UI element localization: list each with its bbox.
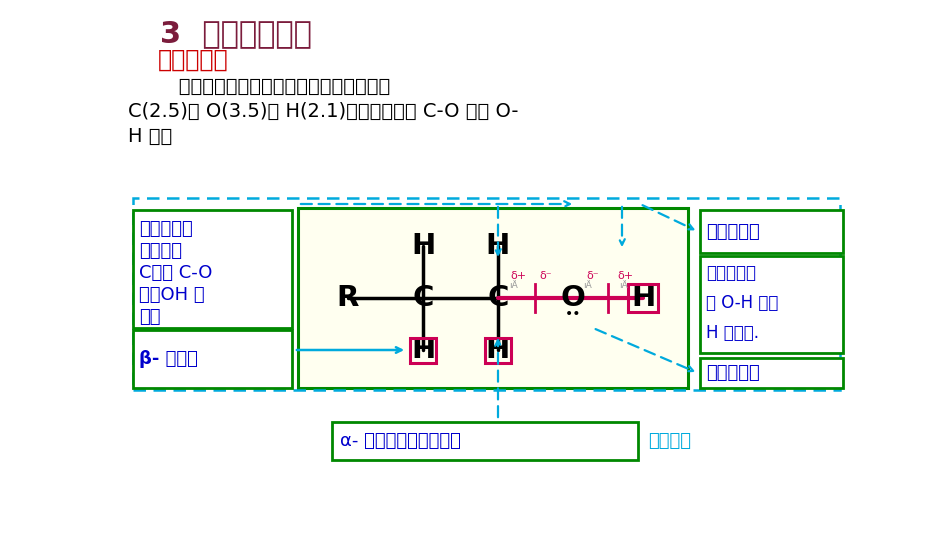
Bar <box>485 338 511 363</box>
Text: δ⁻: δ⁻ <box>587 271 599 281</box>
Text: 断 O-H 键，: 断 O-H 键， <box>706 294 778 312</box>
Text: ıÄ: ıÄ <box>508 280 518 289</box>
Bar <box>332 422 638 460</box>
Text: 取代: 取代 <box>139 308 161 326</box>
Text: 醇的官能团是羟基，各原子的电负性为：: 醇的官能团是羟基，各原子的电负性为： <box>160 77 390 96</box>
Text: δ+: δ+ <box>617 271 633 281</box>
Text: 作亲核试剂: 作亲核试剂 <box>706 364 760 382</box>
Text: H: H <box>485 232 510 260</box>
Text: β- 氢消除: β- 氢消除 <box>139 350 198 368</box>
Text: α- 氢原子被氧化或脱氢: α- 氢原子被氧化或脱氢 <box>340 432 461 450</box>
Text: O: O <box>560 284 585 312</box>
Text: H: H <box>485 336 510 364</box>
Text: δ⁻: δ⁻ <box>540 271 552 281</box>
Text: ••: •• <box>564 307 581 321</box>
Bar <box>700 210 843 253</box>
Text: H: H <box>410 232 435 260</box>
Bar <box>298 208 688 388</box>
Bar <box>700 256 843 353</box>
Text: 有弱酸性，: 有弱酸性， <box>706 264 756 282</box>
Text: H: H <box>410 336 435 364</box>
Text: C: C <box>487 284 508 312</box>
Text: C，断 C-O: C，断 C-O <box>139 264 213 282</box>
Bar <box>133 198 840 390</box>
Text: 3  醇的化学性质: 3 醇的化学性质 <box>160 19 312 48</box>
Bar <box>133 210 292 328</box>
Text: R: R <box>337 284 359 312</box>
Text: C: C <box>412 284 434 312</box>
Text: ıÄ: ıÄ <box>582 280 591 289</box>
Text: δ+: δ+ <box>510 271 526 281</box>
Text: C(2.5)、 O(3.5)、 H(2.1)，形成极性的 C-O 键和 O-: C(2.5)、 O(3.5)、 H(2.1)，形成极性的 C-O 键和 O- <box>128 102 519 121</box>
Text: H 被取代.: H 被取代. <box>706 324 759 342</box>
Bar <box>133 330 292 388</box>
Bar <box>628 284 658 312</box>
Text: 键，OH 被: 键，OH 被 <box>139 286 204 304</box>
Text: ıÄ: ıÄ <box>618 280 627 289</box>
Text: 羟基质子化: 羟基质子化 <box>706 223 760 241</box>
Text: 结构与性质: 结构与性质 <box>158 48 229 72</box>
Text: 氧化反应: 氧化反应 <box>648 432 691 450</box>
Bar <box>410 338 436 363</box>
Text: H 键。: H 键。 <box>128 127 172 146</box>
Text: 攻带正电: 攻带正电 <box>139 242 182 260</box>
Text: H: H <box>631 284 656 312</box>
Bar <box>700 358 843 388</box>
Text: 亲核试剂进: 亲核试剂进 <box>139 220 193 238</box>
